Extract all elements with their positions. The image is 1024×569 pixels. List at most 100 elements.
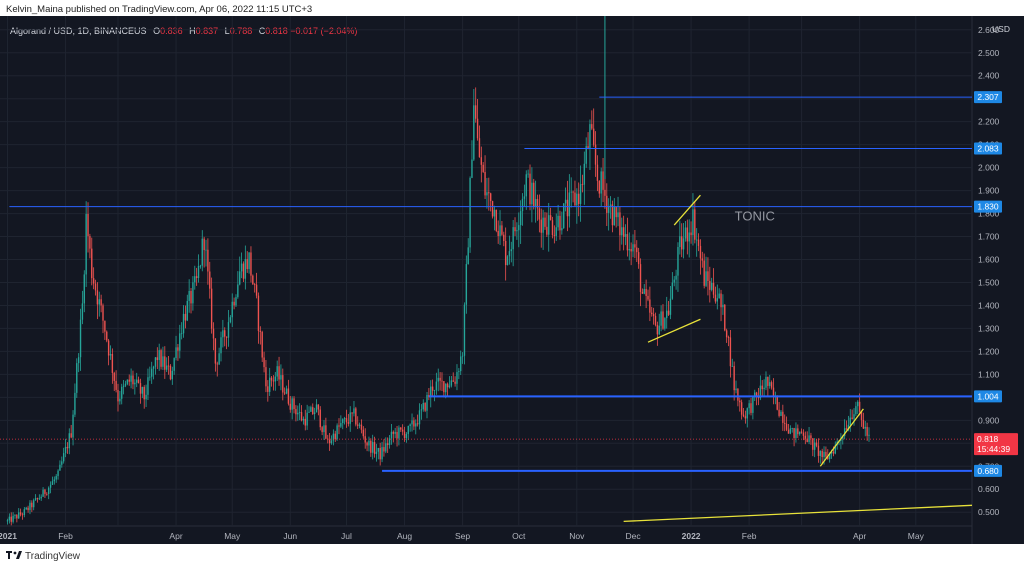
candle-body [785, 423, 788, 430]
candle-body [128, 379, 130, 382]
candle-body [508, 251, 511, 257]
grid [0, 16, 972, 526]
candle-body [87, 213, 89, 237]
candle-body [551, 220, 554, 236]
candle-body [806, 438, 808, 442]
time-axis[interactable]: 2021 Feb Apr May Jun Jul Aug Sep Oct Nov Dec 2022 Fe… [0, 531, 925, 541]
candle-body [784, 422, 786, 424]
candle-body [609, 204, 612, 207]
candle-body [682, 238, 685, 250]
candle-body [654, 315, 657, 325]
y-tick-label: 2.200 [978, 117, 1000, 127]
candle-body [636, 247, 638, 253]
candle-body [862, 419, 865, 429]
candle-body [480, 157, 483, 165]
candle-body [823, 451, 825, 458]
candle-body [834, 444, 836, 454]
candle-body [465, 264, 468, 305]
candle-body [340, 423, 342, 427]
candle-body [737, 388, 739, 401]
candle-body [504, 240, 507, 266]
candle-body [566, 199, 569, 217]
candle-body [615, 206, 617, 218]
candle-body [33, 500, 35, 508]
candle-body [321, 427, 323, 433]
candle-body [411, 420, 413, 425]
candle-body [656, 324, 659, 335]
candle-body [533, 182, 535, 207]
candle-body [802, 432, 805, 436]
candle-body [598, 180, 601, 194]
candle-body [141, 386, 144, 394]
level-label-box [974, 464, 1002, 477]
candle-body [207, 249, 209, 272]
trendlines [623, 194, 973, 523]
candle-body [808, 435, 810, 442]
candle-body [804, 435, 807, 439]
x-tick-label: Jul [341, 531, 352, 541]
candle-body [812, 438, 814, 450]
candle-body [830, 451, 833, 454]
candle-body [370, 440, 372, 453]
candle-body [403, 431, 406, 438]
candle-body [512, 227, 514, 250]
candle-body [205, 249, 207, 251]
x-tick-label: Nov [569, 531, 585, 541]
candle-body [158, 350, 160, 361]
candle-body [117, 389, 119, 402]
candle-body [150, 368, 153, 377]
candle-body [113, 372, 115, 381]
candle-body [519, 211, 522, 226]
candle-body [604, 189, 606, 196]
candle-body [742, 414, 745, 417]
candle-body [649, 299, 651, 313]
candle-body [600, 171, 602, 194]
candle-body [739, 400, 741, 403]
candle-body [186, 300, 188, 321]
candle-body [815, 442, 818, 446]
change-value: −0.017 (−2.04%) [290, 26, 358, 36]
candle-body [523, 196, 526, 199]
level-label: 1.004 [977, 391, 999, 401]
candle-body [373, 442, 376, 454]
x-tick-label: Apr [169, 531, 182, 541]
candle-body [233, 301, 235, 306]
y-tick-label: 1.200 [978, 346, 1000, 356]
candle-body [160, 350, 162, 367]
candle-body [555, 227, 557, 236]
candle-body [379, 447, 381, 460]
x-tick-label: Dec [625, 531, 641, 541]
x-tick-label: Feb [58, 531, 73, 541]
candle-body [188, 291, 190, 301]
candle-body [371, 442, 374, 453]
candle-body [173, 358, 175, 371]
candle-body [47, 487, 50, 495]
candle-body [574, 192, 576, 206]
candle-body [416, 423, 419, 425]
x-tick-label: Sep [455, 531, 470, 541]
candle-body [780, 411, 782, 416]
horizontal-levels [0, 96, 972, 472]
candle-body [134, 382, 136, 385]
candle-body [222, 330, 224, 338]
candle-body [306, 412, 308, 426]
candle-body [102, 305, 104, 321]
candle-body [666, 310, 668, 319]
candle-body [330, 440, 333, 444]
candle-body [396, 431, 398, 439]
candle-body [690, 232, 692, 236]
candle-body [798, 431, 801, 435]
candle-body [34, 498, 37, 501]
candle-body [72, 414, 74, 438]
candle-body [793, 428, 795, 438]
candle-body [489, 193, 492, 202]
candle-body [149, 376, 151, 378]
candle-body [107, 340, 110, 356]
candle-body [392, 431, 394, 434]
candle-body [437, 377, 439, 382]
candle-body [106, 331, 108, 341]
candle-body [461, 355, 464, 357]
candle-body [49, 484, 52, 488]
candle-body [23, 509, 26, 515]
